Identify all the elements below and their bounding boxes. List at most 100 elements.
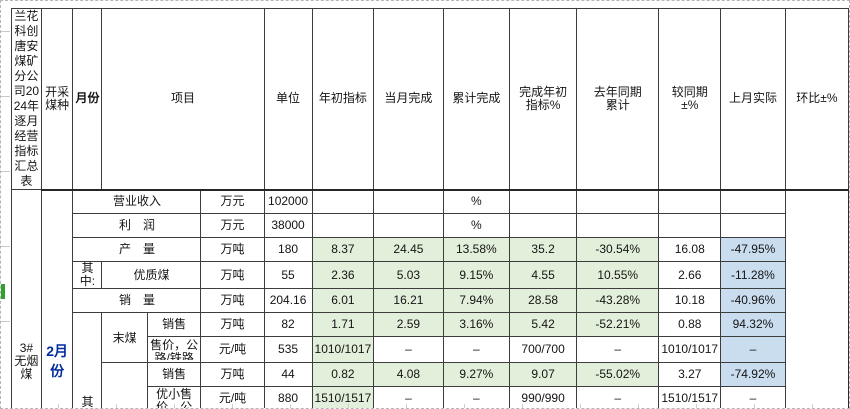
coal-type-cell[interactable]: 3#无烟煤 <box>11 189 42 408</box>
cell-output-yoy-pct[interactable]: -30.54% <box>576 237 660 262</box>
cell-output-initial-target[interactable]: 180 <box>263 237 313 262</box>
cell-fine-coal-price-initial-target[interactable]: 535 <box>263 336 313 363</box>
cell-output-last-year-cumulative[interactable]: 35.2 <box>509 237 578 262</box>
label-profit[interactable]: 利 润 <box>72 213 202 238</box>
cell-lump-coal-sales-cumulative[interactable]: 4.08 <box>373 362 444 387</box>
label-sales-volume[interactable]: 销 量 <box>72 288 202 313</box>
cell-fine-coal-sales-initial-target[interactable]: 82 <box>263 312 313 337</box>
cell-sales-volume-prev-month-actual[interactable]: 10.18 <box>658 288 722 313</box>
cell-fine-coal-sales-last-year-cumulative[interactable]: 5.42 <box>509 312 578 337</box>
cell-sales-volume-month-actual[interactable]: 6.01 <box>311 288 375 313</box>
label-premium-coal-output-1[interactable]: 优质煤 <box>101 261 202 289</box>
cell-small-lump-price-prev-month-actual[interactable]: 1510/1517 <box>658 386 722 408</box>
label-fine-coal-price[interactable]: 售价，公 路/铁路 <box>146 336 202 363</box>
cell-profit-yoy-pct[interactable] <box>576 213 660 238</box>
cell-fine-coal-sales-cumulative[interactable]: 2.59 <box>373 312 444 337</box>
cell-profit-month-actual[interactable] <box>311 213 375 238</box>
header-unit[interactable]: 单位 <box>263 8 313 191</box>
cell-sales-volume-cumulative[interactable]: 16.21 <box>373 288 444 313</box>
unit-small-lump-price[interactable]: 元/吨 <box>200 386 265 408</box>
cell-profit-initial-target[interactable]: 38000 <box>263 213 313 238</box>
cell-premium-coal-output-initial-target[interactable]: 55 <box>263 261 313 289</box>
header-project[interactable]: 项目 <box>101 8 265 191</box>
label-fine-coal-sales[interactable]: 其中：主要产品 <box>72 312 103 408</box>
cell-operating-revenue-month-actual[interactable] <box>311 189 375 214</box>
header-cumulative[interactable]: 累计完成 <box>442 8 511 191</box>
cell-fine-coal-price-yoy-pct[interactable]: – <box>576 336 660 363</box>
cell-small-lump-price-cumulative[interactable]: – <box>373 386 444 408</box>
cell-fine-coal-price-last-year-cumulative[interactable]: 700/700 <box>509 336 578 363</box>
cell-output-mom-pct[interactable]: -47.95% <box>720 237 786 262</box>
unit-operating-revenue[interactable]: 万元 <box>200 189 265 214</box>
cell-small-lump-price-month-actual[interactable]: 1510/1517 <box>311 386 375 408</box>
unit-lump-coal-sales[interactable]: 万吨 <box>200 362 265 387</box>
cell-small-lump-price-last-year-cumulative[interactable]: 990/990 <box>509 386 578 408</box>
cell-operating-revenue-cumulative[interactable] <box>373 189 444 214</box>
cell-output-month-actual[interactable]: 8.37 <box>311 237 375 262</box>
month-cell[interactable]: 2月份 <box>40 189 74 408</box>
cell-lump-coal-sales-last-year-cumulative[interactable]: 9.07 <box>509 362 578 387</box>
cell-premium-coal-output-mom-pct[interactable]: -11.28% <box>720 261 786 289</box>
cell-operating-revenue-pct-of-target[interactable]: % <box>442 189 511 214</box>
cell-fine-coal-price-month-actual[interactable]: 1010/1017 <box>311 336 375 363</box>
cell-premium-coal-output-month-actual[interactable]: 2.36 <box>311 261 375 289</box>
header-mom-pct[interactable]: 环比±% <box>784 8 849 191</box>
label-lump-coal-sales[interactable]: 炭块 <box>101 362 148 408</box>
unit-profit[interactable]: 万元 <box>200 213 265 238</box>
cell-profit-pct-of-target[interactable]: % <box>442 213 511 238</box>
cell-lump-coal-sales-mom-pct[interactable]: -74.92% <box>720 362 786 387</box>
cell-premium-coal-output-pct-of-target[interactable]: 9.15% <box>442 261 511 289</box>
cell-fine-coal-price-pct-of-target[interactable]: – <box>442 336 511 363</box>
cell-lump-coal-sales-yoy-pct[interactable]: -55.02% <box>576 362 660 387</box>
header-prev-month-actual[interactable]: 上月实际 <box>720 8 786 191</box>
cell-sales-volume-pct-of-target[interactable]: 7.94% <box>442 288 511 313</box>
label-operating-revenue[interactable]: 营业收入 <box>72 189 202 214</box>
cell-fine-coal-price-mom-pct[interactable]: – <box>720 336 786 363</box>
header-pct-of-target[interactable]: 完成年初 指标% <box>509 8 578 191</box>
cell-profit-cumulative[interactable] <box>373 213 444 238</box>
label-fine-coal-sales-1[interactable]: 末煤 <box>101 312 148 363</box>
cell-output-cumulative[interactable]: 24.45 <box>373 237 444 262</box>
cell-sales-volume-mom-pct[interactable]: -40.96% <box>720 288 786 313</box>
cell-operating-revenue-yoy-pct[interactable] <box>576 189 660 214</box>
cell-operating-revenue-last-year-cumulative[interactable] <box>509 189 578 214</box>
header-last-year-cumulative[interactable]: 去年同期 累计 <box>576 8 660 191</box>
cell-operating-revenue-initial-target[interactable]: 102000 <box>263 189 313 214</box>
cell-fine-coal-price-cumulative[interactable]: – <box>373 336 444 363</box>
cell-operating-revenue-mom-pct[interactable] <box>720 189 786 214</box>
cell-premium-coal-output-yoy-pct[interactable]: 10.55% <box>576 261 660 289</box>
cell-sales-volume-last-year-cumulative[interactable]: 28.58 <box>509 288 578 313</box>
cell-small-lump-price-yoy-pct[interactable]: – <box>576 386 660 408</box>
cell-premium-coal-output-cumulative[interactable]: 5.03 <box>373 261 444 289</box>
unit-output[interactable]: 万吨 <box>200 237 265 262</box>
unit-premium-coal-output[interactable]: 万吨 <box>200 261 265 289</box>
label-fine-coal-sales-2[interactable]: 销售 <box>146 312 202 337</box>
cell-operating-revenue-prev-month-actual[interactable] <box>658 189 722 214</box>
header-yoy-pct[interactable]: 较同期 ±% <box>658 8 722 191</box>
cell-profit-prev-month-actual[interactable] <box>658 213 722 238</box>
header-month-actual[interactable]: 当月完成 <box>373 8 444 191</box>
cell-output-prev-month-actual[interactable]: 16.08 <box>658 237 722 262</box>
header-coal-type[interactable]: 开采煤种 <box>40 8 74 191</box>
cell-sales-volume-initial-target[interactable]: 204.16 <box>263 288 313 313</box>
cell-fine-coal-sales-yoy-pct[interactable]: -52.21% <box>576 312 660 337</box>
unit-fine-coal-sales[interactable]: 万吨 <box>200 312 265 337</box>
cell-lump-coal-sales-month-actual[interactable]: 0.82 <box>311 362 375 387</box>
cell-small-lump-price-mom-pct[interactable]: – <box>720 386 786 408</box>
cell-lump-coal-sales-prev-month-actual[interactable]: 3.27 <box>658 362 722 387</box>
cell-lump-coal-sales-initial-target[interactable]: 44 <box>263 362 313 387</box>
cell-profit-last-year-cumulative[interactable] <box>509 213 578 238</box>
label-lump-coal-sales-1[interactable]: 销售 <box>146 362 202 387</box>
label-output[interactable]: 产 量 <box>72 237 202 262</box>
label-premium-coal-output[interactable]: 其中: <box>72 261 103 289</box>
cell-fine-coal-sales-mom-pct[interactable]: 94.32% <box>720 312 786 337</box>
unit-fine-coal-price[interactable]: 元/吨 <box>200 336 265 363</box>
cell-premium-coal-output-last-year-cumulative[interactable]: 4.55 <box>509 261 578 289</box>
cell-fine-coal-sales-month-actual[interactable]: 1.71 <box>311 312 375 337</box>
cell-output-pct-of-target[interactable]: 13.58% <box>442 237 511 262</box>
cell-lump-coal-sales-pct-of-target[interactable]: 9.27% <box>442 362 511 387</box>
cell-small-lump-price-initial-target[interactable]: 880 <box>263 386 313 408</box>
cell-sales-volume-yoy-pct[interactable]: -43.28% <box>576 288 660 313</box>
cell-fine-coal-sales-prev-month-actual[interactable]: 0.88 <box>658 312 722 337</box>
cell-fine-coal-price-prev-month-actual[interactable]: 1010/1017 <box>658 336 722 363</box>
